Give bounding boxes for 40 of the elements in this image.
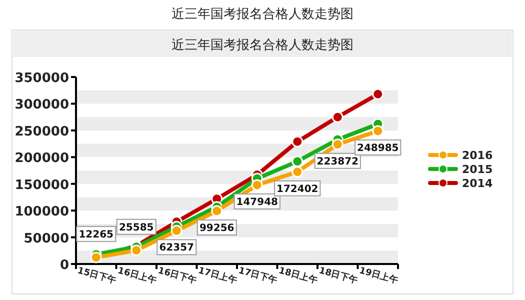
point bbox=[170, 224, 182, 236]
point bbox=[372, 88, 384, 100]
legend-label: 2015 bbox=[462, 163, 493, 176]
data-label: 12265 bbox=[78, 229, 114, 240]
point bbox=[292, 156, 304, 168]
y-tick-label: 100000 bbox=[14, 204, 69, 220]
y-tick-label: 50000 bbox=[24, 231, 69, 246]
x-tick-label: 16日上午 bbox=[116, 265, 158, 286]
y-tick-label: 250000 bbox=[14, 124, 69, 140]
point bbox=[372, 125, 384, 137]
legend-label: 2016 bbox=[462, 149, 493, 162]
point bbox=[292, 136, 304, 148]
chart-title: 近三年国考报名合格人数走势图 bbox=[172, 7, 354, 22]
x-tick-label: 17日下午 bbox=[237, 265, 278, 286]
x-tick-label: 19日上午 bbox=[358, 265, 400, 286]
point bbox=[332, 111, 344, 123]
data-label: 25585 bbox=[118, 222, 154, 234]
y-tick-label: 200000 bbox=[14, 151, 69, 166]
legend-label: 2014 bbox=[462, 177, 493, 190]
point bbox=[251, 179, 263, 191]
point bbox=[211, 205, 223, 217]
x-tick-label: 18日上午 bbox=[278, 265, 319, 286]
chart-subtitle: 近三年国考报名合格人数走势图 bbox=[172, 38, 354, 53]
x-tick-label: 16日下午 bbox=[156, 265, 198, 286]
data-label: 223872 bbox=[316, 156, 359, 168]
data-label: 248985 bbox=[357, 142, 399, 154]
y-tick-label: 300000 bbox=[14, 98, 69, 113]
y-tick-label: 350000 bbox=[14, 71, 69, 86]
data-label: 99256 bbox=[199, 222, 234, 234]
data-label: 172402 bbox=[276, 184, 318, 195]
y-tick-label: 150000 bbox=[14, 178, 69, 193]
x-tick-label: 18日下午 bbox=[318, 265, 359, 286]
x-tick-label: 15日下午 bbox=[76, 265, 118, 286]
point bbox=[292, 166, 304, 178]
data-label: 147948 bbox=[236, 196, 278, 208]
x-tick-label: 17日上午 bbox=[197, 265, 238, 286]
point bbox=[332, 138, 344, 150]
data-label: 62357 bbox=[159, 242, 194, 254]
y-tick-label: 0 bbox=[60, 258, 69, 273]
point bbox=[130, 244, 142, 256]
